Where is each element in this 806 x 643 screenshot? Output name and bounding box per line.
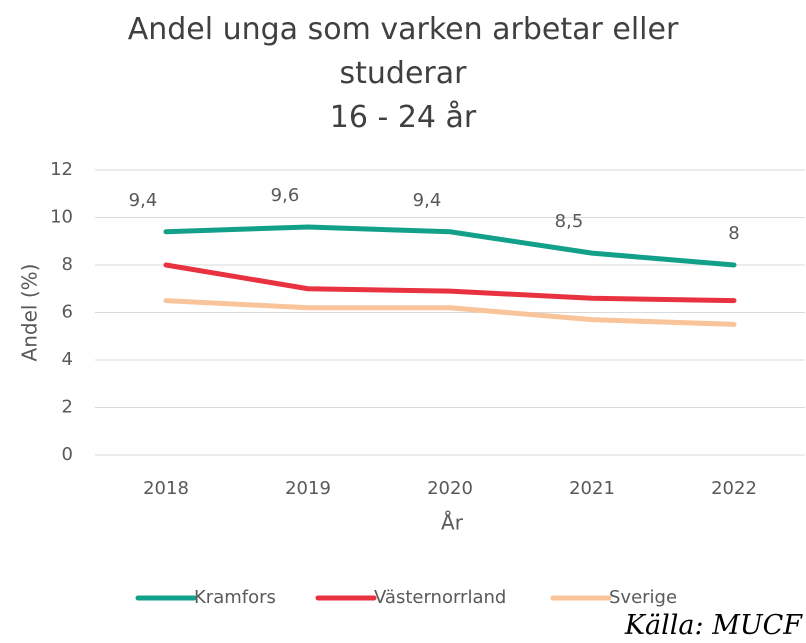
x-tick-label: 2021 [569,478,615,499]
data-label: 8 [728,223,739,244]
series-line [163,298,737,327]
chart-title: Andel unga som varken arbetar eller stud… [127,12,679,91]
y-tick-label: 0 [62,444,73,465]
y-tick-label: 8 [62,254,73,275]
data-label: 9,6 [271,185,300,206]
y-tick-label: 4 [62,349,73,370]
series-line [163,224,737,268]
x-axis-label: År [441,511,464,535]
y-tick-label: 12 [50,159,73,180]
series-line [163,262,737,304]
source-note: Källa: MUCF [624,610,802,641]
legend-label: Sverige [609,587,677,608]
x-tick-label: 2020 [427,478,473,499]
data-label: 8,5 [555,211,584,232]
y-tick-label: 2 [62,397,73,418]
y-axis-label: Andel (%) [18,264,42,362]
data-label: 9,4 [413,190,442,211]
legend-label: Västernorrland [374,587,506,608]
x-tick-label: 2019 [285,478,331,499]
x-tick-label: 2018 [143,478,189,499]
data-label: 9,4 [129,190,158,211]
y-tick-label: 6 [62,302,73,323]
x-tick-label: 2022 [711,478,757,499]
chart-subtitle: 16 - 24 år [329,100,477,135]
legend-label: Kramfors [194,587,276,608]
y-tick-label: 10 [50,207,73,228]
